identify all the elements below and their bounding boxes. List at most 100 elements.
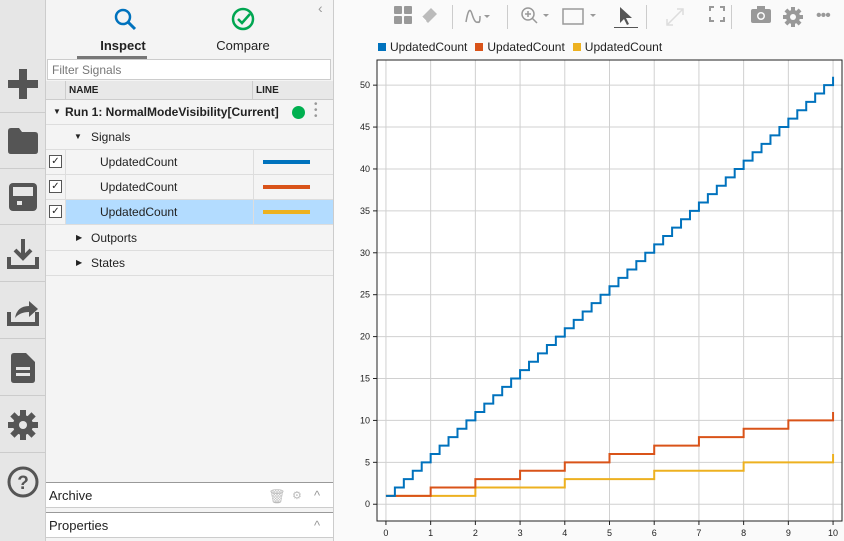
signal-name: UpdatedCount xyxy=(100,180,178,194)
x-tick-label: 0 xyxy=(383,528,388,538)
x-tick-label: 4 xyxy=(562,528,567,538)
caret-down-icon[interactable]: ▼ xyxy=(74,132,82,141)
caret-right-icon[interactable]: ▶ xyxy=(76,233,83,242)
signal-row[interactable]: ✓ UpdatedCount xyxy=(46,175,333,200)
legend-entry[interactable]: UpdatedCount xyxy=(572,40,663,54)
svg-text:?: ? xyxy=(17,473,29,494)
x-tick-label: 6 xyxy=(652,528,657,538)
x-tick-label: 9 xyxy=(786,528,791,538)
report-icon xyxy=(10,352,35,383)
line-column-header[interactable]: LINE xyxy=(253,81,333,100)
export-icon xyxy=(6,300,39,326)
settings-icon[interactable] xyxy=(783,6,803,28)
outports-group-row[interactable]: ▶ Outports xyxy=(46,226,333,251)
signal-checkbox[interactable]: ✓ xyxy=(49,155,62,168)
import-button[interactable] xyxy=(0,226,45,282)
signal-name: UpdatedCount xyxy=(100,155,178,169)
search-icon xyxy=(114,8,137,31)
cursor-icon[interactable] xyxy=(614,6,640,28)
folder-icon xyxy=(7,127,38,154)
y-tick-label: 45 xyxy=(360,122,370,132)
import-icon xyxy=(6,238,39,269)
expand-icon xyxy=(666,8,684,26)
caret-right-icon[interactable]: ▶ xyxy=(76,258,83,267)
eraser-icon[interactable] xyxy=(420,6,440,28)
collapse-panel-button[interactable]: ‹ xyxy=(318,0,323,16)
x-tick-label: 5 xyxy=(607,528,612,538)
states-group-row[interactable]: ▶ States xyxy=(46,251,333,276)
signal-row[interactable]: ✓ UpdatedCount xyxy=(46,200,333,225)
legend-entry[interactable]: UpdatedCount xyxy=(475,40,565,54)
y-tick-label: 10 xyxy=(360,415,370,425)
checkbox-column-header xyxy=(46,81,66,100)
tab-inspect[interactable]: Inspect xyxy=(58,0,188,59)
settings-icon xyxy=(7,409,38,440)
open-button[interactable] xyxy=(0,113,45,169)
signal-line-swatch[interactable] xyxy=(263,210,310,214)
save-button[interactable] xyxy=(0,169,45,225)
x-tick-label: 1 xyxy=(428,528,433,538)
x-tick-label: 7 xyxy=(696,528,701,538)
y-tick-label: 0 xyxy=(365,499,370,509)
plot-toolbar: ••• xyxy=(334,0,844,34)
x-tick-label: 8 xyxy=(741,528,746,538)
caret-down-icon[interactable]: ▼ xyxy=(53,107,61,116)
camera-icon[interactable] xyxy=(751,6,771,28)
y-tick-label: 30 xyxy=(360,248,370,258)
signals-group-row[interactable]: ▼ Signals xyxy=(46,125,333,150)
legend-swatch xyxy=(475,43,484,51)
chevron-up-icon[interactable]: ^ xyxy=(314,488,321,503)
run-row[interactable]: ▼ Run 1: NormalModeVisibility[Current] •… xyxy=(46,100,333,125)
signal-checkbox[interactable]: ✓ xyxy=(49,205,62,218)
series-line xyxy=(385,412,835,497)
chevron-up-icon[interactable]: ^ xyxy=(314,518,321,533)
fullscreen-icon[interactable] xyxy=(709,6,725,28)
filter-signals-input[interactable] xyxy=(47,59,331,80)
tab-compare[interactable]: Compare xyxy=(178,0,308,58)
series-line xyxy=(385,76,835,497)
layout-grid-icon[interactable] xyxy=(394,6,412,28)
signal-line-swatch[interactable] xyxy=(263,160,310,164)
name-column-header[interactable]: NAME xyxy=(66,81,253,100)
export-button[interactable] xyxy=(0,283,45,339)
legend-entry[interactable]: UpdatedCount xyxy=(378,40,467,54)
zoom-in-icon[interactable] xyxy=(520,6,552,28)
plus-icon xyxy=(7,69,38,99)
legend-swatch xyxy=(378,43,386,51)
signal-panel: Inspect Compare ‹ NAME LINE ▼ Run 1: Nor… xyxy=(46,0,334,541)
legend-label: UpdatedCount xyxy=(390,40,468,54)
y-tick-label: 15 xyxy=(360,374,370,384)
legend-label: UpdatedCount xyxy=(584,40,663,54)
gear-icon[interactable]: ⚙ xyxy=(292,490,302,502)
more-icon[interactable]: ••• xyxy=(816,7,831,24)
signal-line-swatch[interactable] xyxy=(263,185,310,189)
y-tick-label: 50 xyxy=(360,80,370,90)
report-button[interactable] xyxy=(0,340,45,396)
y-tick-label: 35 xyxy=(360,206,370,216)
signal-name: UpdatedCount xyxy=(100,205,178,219)
signal-row[interactable]: ✓ UpdatedCount xyxy=(46,150,333,175)
y-tick-label: 5 xyxy=(365,457,370,467)
plot-border xyxy=(376,59,843,522)
help-button[interactable]: ? xyxy=(0,454,45,510)
trash-icon[interactable]: 🗑 xyxy=(268,488,286,504)
fit-to-view-icon[interactable] xyxy=(562,6,602,28)
signal-checkbox[interactable]: ✓ xyxy=(49,180,62,193)
save-icon xyxy=(8,182,37,211)
signal-visualization-icon[interactable] xyxy=(464,6,494,28)
properties-section[interactable]: Properties ^ xyxy=(46,512,333,538)
preferences-button[interactable] xyxy=(0,397,45,453)
y-tick-label: 20 xyxy=(360,332,370,342)
legend-swatch xyxy=(572,43,581,51)
x-tick-label: 3 xyxy=(518,528,523,538)
new-button[interactable] xyxy=(0,56,45,113)
run-status-indicator xyxy=(292,106,305,119)
help-icon: ? xyxy=(7,466,38,498)
active-tab-indicator xyxy=(77,56,147,59)
y-tick-label: 40 xyxy=(360,164,370,174)
x-tick-label: 10 xyxy=(828,528,838,538)
series-line xyxy=(385,453,835,497)
more-options-icon[interactable]: • • • xyxy=(314,99,318,122)
archive-section[interactable]: Archive 🗑 ⚙ ^ xyxy=(46,482,333,508)
